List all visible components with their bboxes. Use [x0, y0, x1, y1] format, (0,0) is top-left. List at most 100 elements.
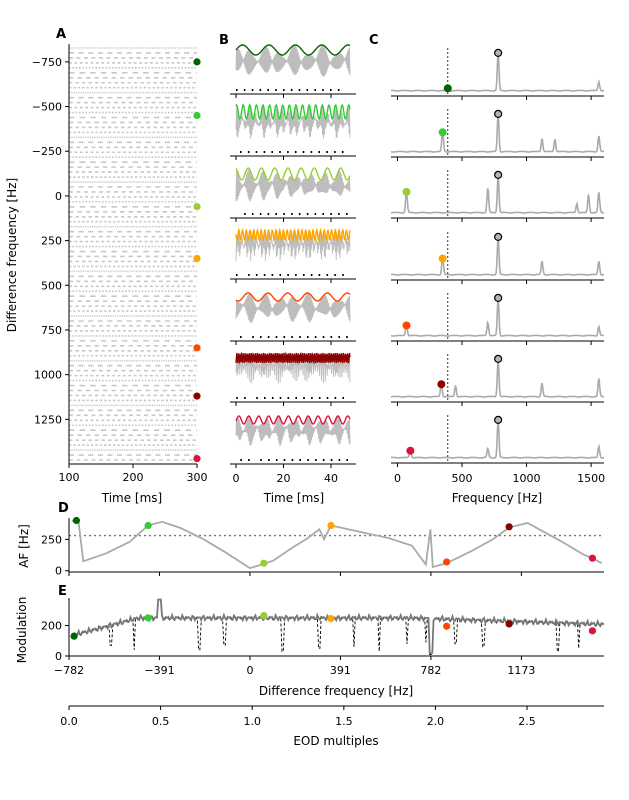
b-spike [334, 397, 337, 399]
b-spike [244, 397, 246, 399]
a-df-marker [193, 111, 201, 120]
b-spike [267, 336, 270, 338]
b-spike [338, 213, 340, 215]
b-spike [263, 151, 266, 153]
b-carrier-trace [235, 105, 351, 140]
c-eod-peak-marker [494, 415, 503, 424]
b-spike [236, 89, 238, 91]
b-spike [236, 397, 238, 399]
a-df-marker [193, 344, 201, 352]
a-y-tick-label: 500 [41, 279, 62, 292]
c-df-marker [406, 446, 415, 455]
b-spike [267, 213, 270, 215]
c-df-marker [438, 254, 447, 263]
eod-x-label: EOD multiples [293, 734, 378, 748]
b-spike [334, 274, 336, 276]
b-spike [267, 89, 269, 91]
e-y-tick-label: 0 [55, 650, 62, 663]
b-spike [236, 274, 238, 276]
eod-tick-label: 0.5 [152, 715, 170, 728]
e-modulation-marker [70, 632, 78, 640]
e-modulation-marker [588, 627, 597, 635]
a-df-marker [193, 58, 201, 66]
b-spike [337, 89, 340, 91]
panel-c-letter: C [369, 33, 379, 48]
b-spike [283, 213, 285, 215]
b-spike [275, 89, 277, 91]
b-envelope-trace [235, 351, 351, 365]
b-envelope-trace [235, 103, 351, 121]
d-af-marker [588, 554, 597, 562]
b-spike [291, 213, 293, 215]
b-envelope-trace [235, 292, 351, 302]
b-spike [322, 213, 324, 215]
b-spike [310, 151, 313, 153]
b-spike [338, 459, 341, 461]
b-envelope-trace [235, 227, 351, 243]
b-spike [314, 336, 317, 338]
b-spike [259, 89, 262, 91]
b-carrier-trace [235, 415, 351, 447]
b-spike [338, 336, 340, 338]
b-spike [306, 213, 309, 215]
d-y-tick-label: 250 [41, 533, 62, 546]
b-carrier-trace [235, 229, 351, 262]
b-spike [322, 336, 325, 338]
e-modulation-marker [443, 622, 451, 630]
e-modulation-marker [505, 620, 513, 628]
d-af-marker [443, 558, 451, 566]
c-x-tick-label: 1000 [513, 472, 541, 485]
b-spike [322, 89, 324, 91]
a-y-tick-label: 250 [41, 235, 62, 248]
b-spike [326, 151, 328, 153]
b-spike [307, 459, 309, 461]
b-spike [291, 459, 294, 461]
b-spike [318, 274, 321, 276]
c-df-marker [437, 380, 446, 389]
c-eod-peak-marker [494, 48, 503, 58]
b-spike [307, 336, 309, 338]
b-spike [306, 89, 309, 91]
b-spike [275, 213, 277, 215]
c-spectrum [391, 51, 605, 92]
b-spike [346, 459, 348, 461]
a-x-tick-label: 300 [187, 471, 208, 484]
b-spike [252, 336, 254, 338]
a-df-marker [193, 254, 201, 263]
b-spike [287, 274, 289, 276]
c-spectrum [390, 296, 604, 337]
b-spike [334, 151, 336, 153]
c-spectrum [391, 418, 605, 459]
eod-tick-label: 2.5 [518, 715, 536, 728]
b-spike [248, 274, 250, 276]
b-spike [330, 336, 333, 338]
eod-tick-label: 0.0 [60, 715, 78, 728]
b-spike [303, 274, 305, 276]
b-spike [302, 151, 305, 153]
e-x-tick-label: −391 [144, 664, 174, 677]
e-modulation-marker [327, 615, 335, 623]
b-spike [283, 89, 285, 91]
panel-a-raster: −750 −500 −250 0 250 500 750 1000 1250 100 200 300 [32, 44, 208, 484]
b-spike [299, 336, 301, 338]
c-eod-peak-marker [494, 354, 503, 363]
c-df-marker [438, 128, 447, 137]
b-x-tick-label: 0 [233, 472, 240, 485]
eod-tick-label: 2.0 [427, 715, 445, 728]
c-eod-peak-marker [494, 293, 503, 302]
panel-a-letter: A [56, 27, 66, 42]
b-spike [279, 397, 282, 399]
a-y-tick-label: −500 [32, 101, 62, 114]
b-spike [283, 336, 286, 338]
e-x-tick-label: −782 [54, 664, 84, 677]
a-x-tick-label: 100 [59, 471, 80, 484]
b-spike [275, 459, 278, 461]
b-spike [271, 151, 273, 153]
b-spike [271, 397, 274, 399]
panel-e-letter: E [58, 584, 67, 599]
b-spike [271, 274, 274, 276]
a-y-tick-label: 0 [55, 190, 62, 203]
b-spike [251, 213, 254, 215]
b-spike [268, 459, 270, 461]
